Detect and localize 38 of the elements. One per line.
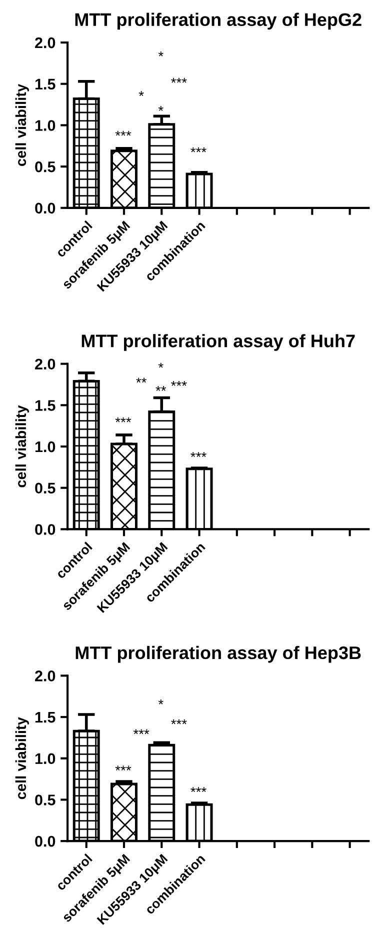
annotation: *** (115, 417, 132, 422)
y-axis-title: cell viability (15, 405, 29, 488)
y-tick-label: 2.0 (35, 670, 56, 682)
annotation: *** (133, 729, 150, 734)
y-tick-label: 1.0 (35, 120, 56, 131)
y-tick-label: 0.0 (35, 524, 56, 535)
y-tick-label: 2.0 (35, 358, 56, 370)
annotation: * (158, 106, 164, 111)
annotation: * (158, 699, 164, 704)
annotation: *** (190, 787, 206, 792)
chart-title: MTT proliferation assay of Hep3B (76, 646, 361, 663)
annotation: * (158, 51, 164, 56)
y-tick-label: 0.0 (35, 202, 56, 214)
annotation: * (158, 362, 164, 368)
chart-title: MTT proliferation assay of Huh7 (82, 334, 355, 351)
y-tick-label: 1.0 (35, 753, 56, 764)
annotation: *** (115, 766, 132, 771)
y-tick-label: 1.5 (35, 78, 56, 90)
annotation: *** (190, 452, 206, 457)
annotation: ** (136, 378, 147, 383)
annotation: * (138, 91, 144, 96)
y-tick-label: 0.5 (35, 482, 56, 494)
annotation: *** (171, 381, 187, 386)
y-axis-title: cell viability (15, 84, 29, 166)
y-tick-label: 1.0 (35, 441, 56, 452)
y-tick-label: 0.5 (35, 794, 56, 806)
y-tick-label: 0.5 (35, 161, 56, 172)
annotation: *** (115, 130, 132, 136)
y-tick-label: 1.5 (35, 712, 56, 723)
y-tick-label: 2.0 (35, 37, 56, 48)
chart-title: MTT proliferation assay of HepG2 (75, 12, 362, 30)
annotation: ** (156, 386, 166, 391)
y-tick-label: 0.0 (35, 836, 56, 847)
annotation: *** (171, 719, 187, 724)
annotation: *** (190, 147, 206, 152)
y-tick-label: 1.5 (35, 400, 56, 411)
annotation: *** (171, 78, 187, 83)
y-axis-title: cell viability (15, 717, 29, 800)
